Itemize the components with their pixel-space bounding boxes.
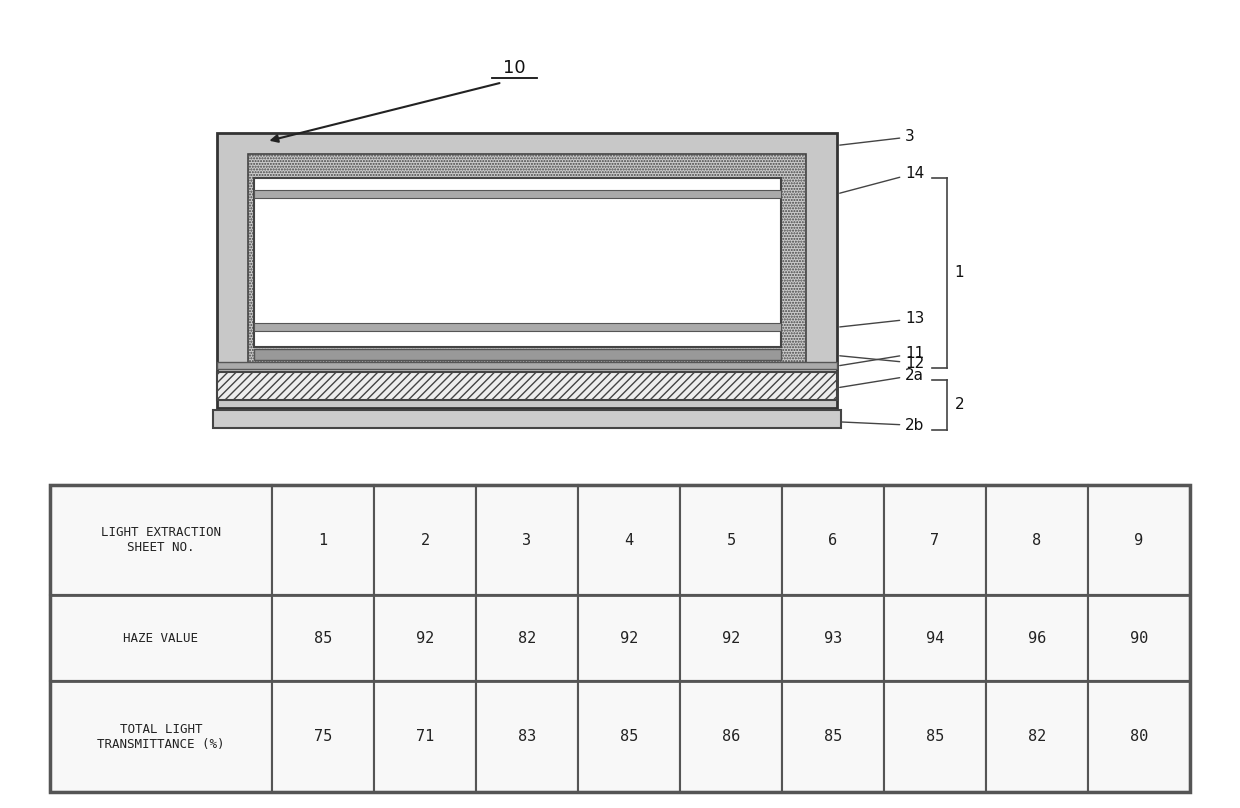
Bar [217,372,837,400]
Bar [374,485,476,595]
Bar [272,595,374,681]
Bar [50,485,272,595]
Bar [884,681,986,792]
Bar [50,595,272,681]
Text: 92: 92 [415,631,434,646]
Text: 94: 94 [926,631,944,646]
Text: 9: 9 [1135,532,1143,548]
Bar [986,681,1087,792]
Text: 92: 92 [620,631,639,646]
Text: 75: 75 [314,729,332,744]
Bar [248,154,806,368]
Bar [50,681,272,792]
Bar [1087,681,1190,792]
Text: 3: 3 [839,129,915,145]
Text: 83: 83 [518,729,536,744]
Text: 13: 13 [839,311,925,327]
Bar [476,485,578,595]
Bar [254,323,781,331]
Text: 7: 7 [930,532,940,548]
Text: 1: 1 [955,265,965,280]
Text: 93: 93 [823,631,842,646]
Text: 14: 14 [839,166,925,193]
Text: 92: 92 [722,631,740,646]
Bar [1087,485,1190,595]
Bar [986,485,1087,595]
Text: 5: 5 [727,532,735,548]
Bar [680,681,782,792]
Bar [578,595,680,681]
Text: 12: 12 [839,356,925,371]
Bar [217,133,837,408]
Text: 85: 85 [314,631,332,646]
Bar [680,485,782,595]
Text: 82: 82 [1028,729,1047,744]
Text: 1: 1 [319,532,327,548]
Text: 85: 85 [823,729,842,744]
Text: HAZE VALUE: HAZE VALUE [123,632,198,645]
Text: 82: 82 [518,631,536,646]
Bar [680,595,782,681]
Text: 86: 86 [722,729,740,744]
Text: 80: 80 [1130,729,1148,744]
Bar [782,681,884,792]
Text: LIGHT EXTRACTION
SHEET NO.: LIGHT EXTRACTION SHEET NO. [100,526,221,554]
Bar [782,485,884,595]
Text: 11: 11 [839,346,925,365]
Text: TOTAL LIGHT
TRANSMITTANCE (%): TOTAL LIGHT TRANSMITTANCE (%) [97,722,224,751]
Bar [986,595,1087,681]
Text: 85: 85 [926,729,944,744]
Bar [254,190,781,198]
Bar [578,485,680,595]
Bar [476,681,578,792]
Bar [254,178,781,347]
Text: 10: 10 [503,59,526,77]
Text: 85: 85 [620,729,639,744]
Bar [272,681,374,792]
Bar [884,485,986,595]
Text: 3: 3 [522,532,532,548]
Bar [217,362,837,369]
Text: 4: 4 [625,532,634,548]
Bar [254,349,781,360]
Text: 2: 2 [420,532,429,548]
Bar [782,595,884,681]
Bar [578,681,680,792]
Text: 71: 71 [415,729,434,744]
Text: 96: 96 [1028,631,1047,646]
Bar [213,410,841,428]
Text: 8: 8 [1033,532,1042,548]
Bar [374,681,476,792]
Text: 2b: 2b [839,418,925,433]
Text: 2: 2 [955,398,965,412]
Bar [476,595,578,681]
Text: 90: 90 [1130,631,1148,646]
Bar [884,595,986,681]
Text: 6: 6 [828,532,837,548]
Text: 2a: 2a [839,368,924,387]
Bar [272,485,374,595]
Bar [1087,595,1190,681]
Bar [50,485,1190,792]
Bar [374,595,476,681]
